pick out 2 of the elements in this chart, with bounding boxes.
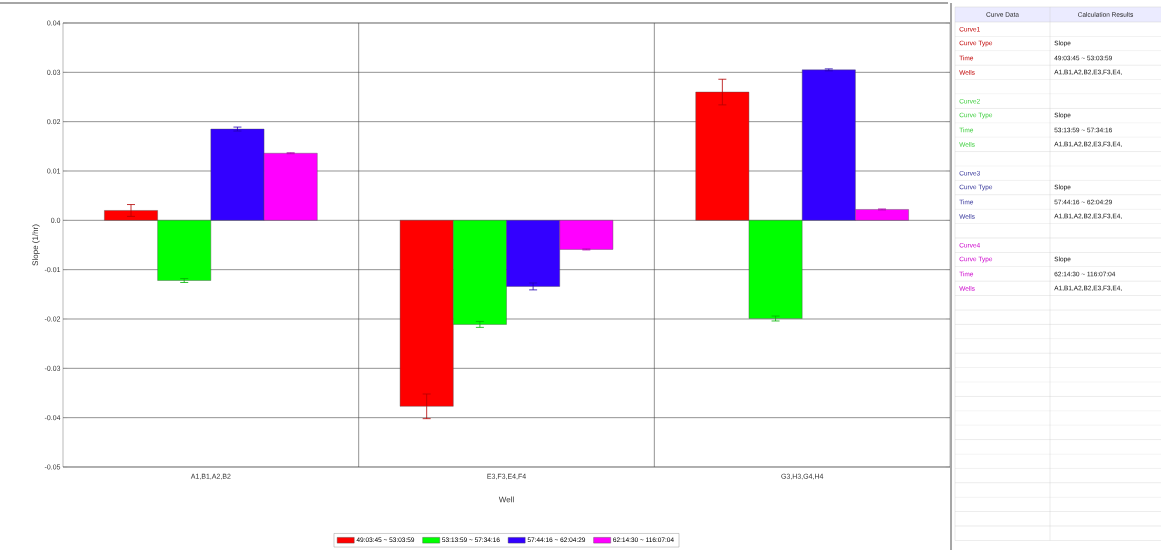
x-axis-title: Well (498, 496, 514, 503)
y-axis-title: Slope (1/hr) (32, 224, 40, 266)
